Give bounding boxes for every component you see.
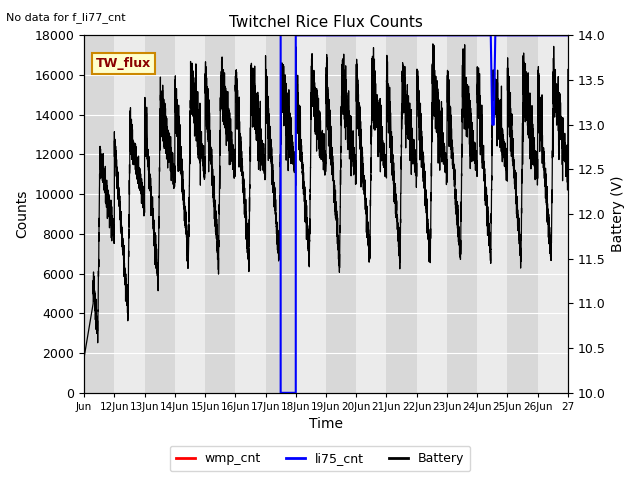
Text: TW_flux: TW_flux [96, 57, 152, 70]
Y-axis label: Counts: Counts [15, 190, 29, 238]
Bar [447, 36, 477, 393]
Y-axis label: Battery (V): Battery (V) [611, 176, 625, 252]
Bar [84, 36, 115, 393]
Bar [387, 36, 417, 393]
Bar [145, 36, 175, 393]
Bar [508, 36, 538, 393]
Title: Twitchel Rice Flux Counts: Twitchel Rice Flux Counts [229, 15, 423, 30]
Bar [205, 36, 236, 393]
Bar [266, 36, 296, 393]
Text: No data for f_li77_cnt: No data for f_li77_cnt [6, 12, 126, 23]
Legend: wmp_cnt, li75_cnt, Battery: wmp_cnt, li75_cnt, Battery [170, 446, 470, 471]
Bar [326, 36, 356, 393]
X-axis label: Time: Time [309, 418, 343, 432]
